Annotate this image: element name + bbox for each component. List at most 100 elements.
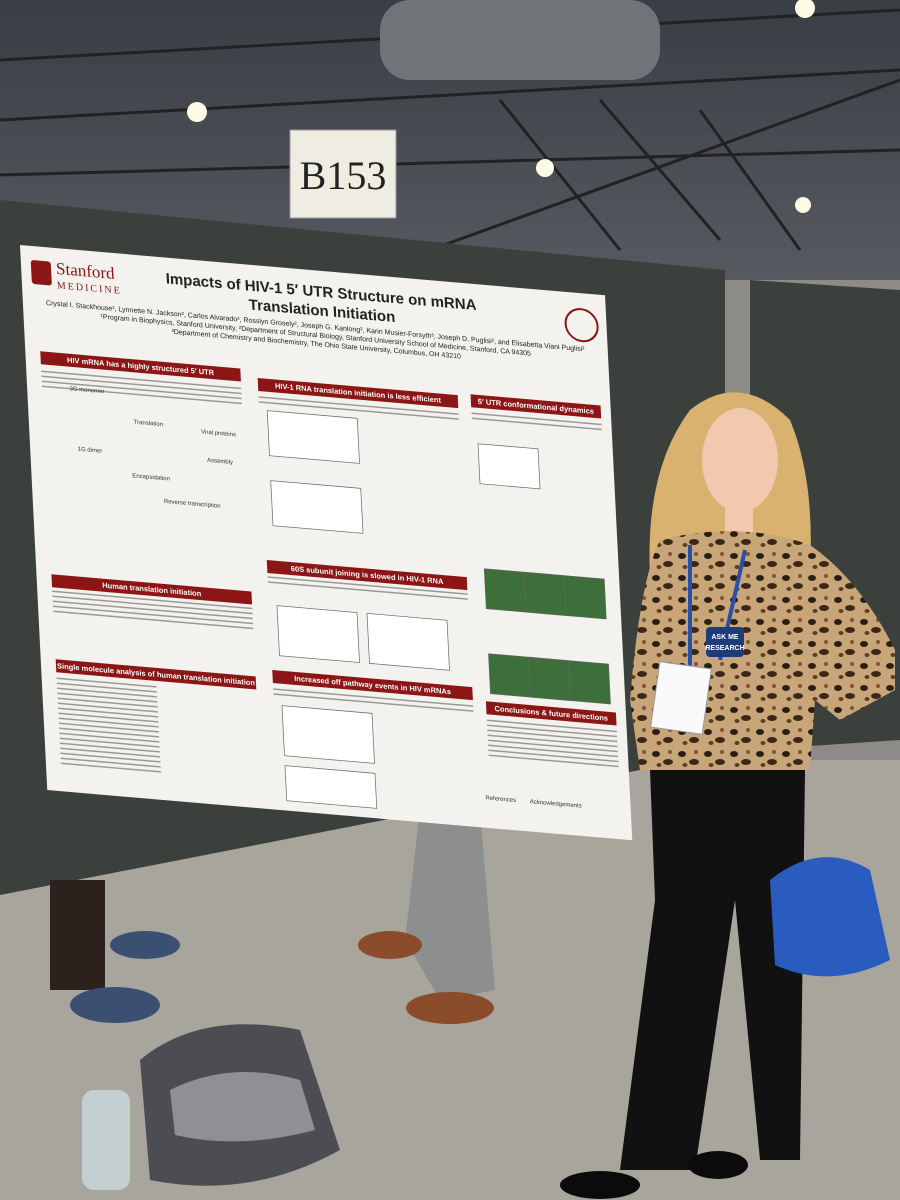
text-line	[52, 590, 253, 610]
figure-panel	[477, 443, 541, 490]
text-line	[59, 742, 160, 753]
figure-panel	[266, 410, 360, 464]
text-line	[488, 754, 619, 768]
text-line	[487, 734, 618, 748]
text-line	[58, 722, 159, 733]
badge-pin	[706, 627, 744, 657]
person-legs	[50, 880, 105, 990]
text-line	[258, 401, 459, 420]
figure-panel	[523, 571, 567, 616]
person-legs	[405, 810, 495, 1000]
figure-panel	[528, 656, 571, 701]
text-line	[56, 682, 157, 693]
text-line	[488, 744, 619, 758]
text-line	[59, 737, 160, 748]
logo-shield	[30, 260, 52, 286]
text-line	[60, 752, 161, 763]
section-bar	[40, 351, 241, 382]
light	[795, 197, 811, 213]
text-line	[41, 385, 243, 405]
figure-panel	[488, 653, 531, 698]
text-line	[471, 417, 602, 431]
air-duct	[380, 0, 660, 80]
section-bar	[51, 574, 253, 605]
text-line	[57, 687, 158, 698]
section-bar	[266, 559, 468, 591]
text-line	[487, 729, 618, 743]
backpack	[770, 857, 890, 977]
text-line	[60, 747, 161, 758]
text-line	[58, 712, 159, 723]
section-bar	[485, 701, 617, 726]
badge-text: RESEARCH	[705, 645, 744, 652]
figure-label: Reverse transcription	[164, 499, 221, 510]
figure-panel	[563, 575, 607, 620]
figure-panel	[366, 612, 450, 671]
figure-label: Assembly	[207, 458, 233, 466]
text-line	[273, 693, 474, 712]
shoe	[110, 931, 180, 959]
figures: 3G monomer 1G dimer Translation Viral prote…	[41, 370, 619, 810]
text-line	[487, 739, 618, 753]
face	[702, 408, 778, 512]
shoe	[358, 931, 422, 959]
section-bar	[55, 659, 257, 690]
text-line	[57, 692, 158, 703]
backpack-pocket	[170, 1072, 315, 1142]
figure-label: Viral proteins	[201, 429, 236, 438]
text-line	[56, 677, 157, 688]
text-line	[41, 370, 242, 390]
booth-sign	[289, 129, 397, 219]
section-bar	[257, 377, 459, 409]
presenter: ASK ME RESEARCH	[560, 392, 895, 1199]
poster-sheet	[20, 245, 633, 841]
figure-label: Acknowledgements	[530, 799, 582, 809]
text-line	[58, 707, 159, 718]
figure-panel	[270, 480, 364, 534]
figure-panel	[284, 765, 378, 809]
text-line	[59, 732, 160, 743]
figure-panel	[568, 660, 611, 705]
booth-number: B153	[300, 153, 387, 198]
name-badge	[650, 661, 712, 735]
text-line	[486, 719, 617, 733]
text-line	[58, 717, 159, 728]
text-line	[57, 702, 158, 713]
text-line	[471, 412, 602, 426]
text-line	[59, 727, 160, 738]
text-line	[52, 595, 253, 615]
shoe	[688, 1151, 748, 1179]
text-line	[53, 610, 254, 630]
text-line	[258, 396, 459, 415]
figure-label: References	[485, 795, 516, 804]
text-line	[41, 380, 242, 400]
figure-panel	[281, 705, 375, 764]
text-line	[273, 688, 474, 707]
light	[187, 102, 207, 122]
figure-label: Translation	[134, 420, 164, 429]
figure-panel	[276, 605, 360, 663]
light	[795, 0, 815, 18]
seal	[564, 308, 599, 343]
figure-panel	[483, 568, 527, 613]
figure-label: 3G monomer	[69, 386, 104, 395]
figure-label: Encapsidation	[132, 473, 170, 482]
text-line	[267, 581, 468, 600]
section-bar	[470, 394, 602, 419]
text-line	[267, 576, 468, 595]
trousers	[620, 770, 805, 1170]
section-bar	[272, 669, 473, 701]
shoe	[406, 992, 494, 1024]
light	[536, 159, 554, 177]
text-line	[487, 724, 618, 738]
trusses	[0, 8, 900, 252]
text-line	[41, 375, 242, 395]
shoe	[560, 1171, 640, 1199]
water-bottle	[82, 1090, 130, 1190]
shoe	[70, 987, 160, 1023]
text-line	[52, 605, 254, 625]
text-line	[57, 697, 158, 708]
badge-text: ASK ME	[711, 634, 739, 641]
poster: Stanford MEDICINE Impacts of HIV-1 5′ UT…	[20, 245, 633, 841]
